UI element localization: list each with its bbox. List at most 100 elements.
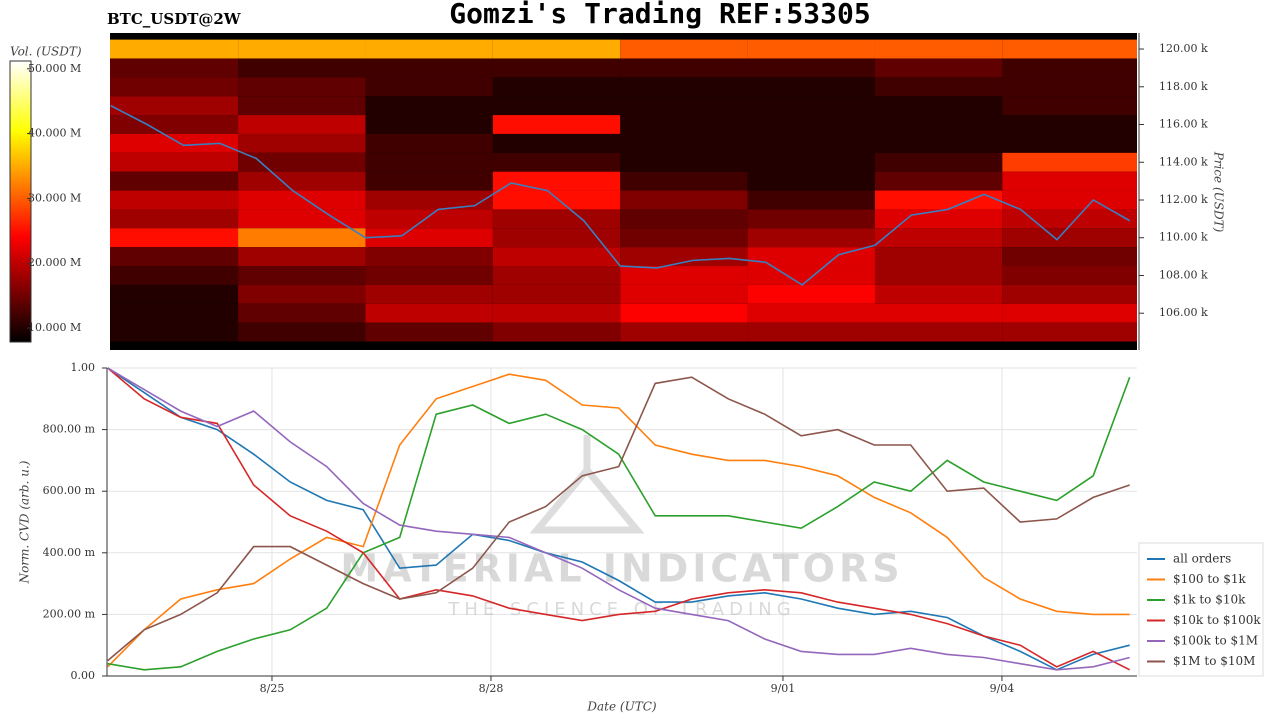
heatmap-cell <box>874 266 1003 285</box>
heatmap-cell <box>1002 209 1137 229</box>
heatmap-cell <box>620 133 748 153</box>
heatmap-cell <box>365 322 493 342</box>
heatmap-cell <box>492 284 621 304</box>
heatmap-cell <box>238 39 366 59</box>
heatmap-cell <box>492 171 621 191</box>
heatmap-cell <box>238 133 366 153</box>
heatmap-cell <box>620 171 748 191</box>
heatmap-cell <box>492 152 621 172</box>
legend-box <box>1138 542 1264 677</box>
heatmap-cell <box>874 77 1003 97</box>
cvd-line <box>107 367 1131 671</box>
heatmap-cell <box>110 133 239 153</box>
cvd-line <box>107 367 1130 671</box>
heatmap-cell <box>1002 190 1137 210</box>
heatmap-cell <box>874 58 1003 78</box>
heatmap-cell <box>874 209 1003 229</box>
legend-label: $100k to $1M <box>1173 634 1258 648</box>
heatmap-cell <box>238 303 366 323</box>
heatmap-cell <box>365 152 493 172</box>
cvd-axis-label: Norm. CVD (arb. u.) <box>18 460 32 584</box>
heatmap-cell <box>747 284 875 304</box>
heatmap-cell <box>238 77 366 97</box>
heatmap-cell <box>238 115 366 134</box>
colorbar-tick-label: 50.000 M <box>28 62 81 75</box>
heatmap-cell <box>620 58 748 78</box>
heatmap-cell <box>1002 322 1137 342</box>
heatmap-cell <box>238 152 366 172</box>
watermark-text: THE SCIENCE OF TRADING <box>447 599 795 620</box>
heatmap-cell <box>365 190 493 210</box>
heatmap-cell <box>492 322 621 342</box>
y-tick-label: 800.00 m <box>43 423 96 436</box>
heatmap-cell <box>238 266 366 285</box>
y-tick-label: 118.00 k <box>1159 80 1208 93</box>
heatmap-cell <box>110 96 239 116</box>
heatmap-cell <box>110 115 239 134</box>
heatmap-cell <box>620 39 748 59</box>
heatmap-cell <box>365 58 493 78</box>
heatmap-cell <box>110 39 239 59</box>
cvd-line <box>107 376 1130 662</box>
legend-label: all orders <box>1173 552 1231 566</box>
heatmap <box>110 39 1137 342</box>
legend-label: $10k to $100k <box>1173 613 1261 627</box>
chart-title: Gomzi's Trading REF:53305 <box>449 0 870 30</box>
heatmap-cell <box>365 209 493 229</box>
date-axis-label: Date (UTC) <box>586 700 656 714</box>
heatmap-cell <box>747 228 875 248</box>
heatmap-cell <box>1002 58 1137 78</box>
colorbar-tick-label: 40.000 M <box>28 127 81 140</box>
heatmap-cell <box>110 247 239 267</box>
heatmap-cell <box>874 303 1003 323</box>
heatmap-cell <box>492 190 621 210</box>
y-tick-label: 114.00 k <box>1159 155 1208 168</box>
heatmap-cell <box>747 190 875 210</box>
heatmap-cell <box>620 284 748 304</box>
heatmap-cell <box>1002 39 1137 59</box>
heatmap-cell <box>492 96 621 116</box>
heatmap-cell <box>874 96 1003 116</box>
heatmap-cell <box>492 209 621 229</box>
heatmap-cell <box>365 303 493 323</box>
x-tick-label: 9/01 <box>771 682 796 695</box>
heatmap-cell <box>238 284 366 304</box>
colorbar <box>9 60 32 343</box>
heatmap-cell <box>1002 152 1137 172</box>
heatmap-cell <box>365 77 493 97</box>
symbol-label: BTC_USDT@2W <box>107 10 242 28</box>
heatmap-cell <box>874 247 1003 267</box>
heatmap-cell <box>620 190 748 210</box>
colorbar-tick-label: 20.000 M <box>28 256 81 269</box>
heatmap-cell <box>874 284 1003 304</box>
heatmap-cell <box>238 190 366 210</box>
heatmap-cell <box>110 171 239 191</box>
y-tick-label: 108.00 k <box>1159 268 1208 281</box>
heatmap-cell <box>110 322 239 342</box>
heatmap-cell <box>874 115 1003 134</box>
heatmap-cell <box>238 228 366 248</box>
y-tick-label: 106.00 k <box>1159 306 1208 319</box>
legend-label: $100 to $1k <box>1173 572 1246 586</box>
heatmap-cell <box>365 115 493 134</box>
y-tick-label: 112.00 k <box>1159 193 1208 206</box>
heatmap-cell <box>238 247 366 267</box>
heatmap-cell <box>747 209 875 229</box>
legend-label: $1k to $10k <box>1173 593 1246 607</box>
heatmap-cell <box>1002 115 1137 134</box>
heatmap-cell <box>874 322 1003 342</box>
heatmap-cell <box>747 133 875 153</box>
heatmap-cell <box>492 303 621 323</box>
heatmap-cell <box>365 39 493 59</box>
heatmap-cell <box>1002 171 1137 191</box>
price-line <box>110 104 1131 286</box>
heatmap-cell <box>365 171 493 191</box>
heatmap-cell <box>874 152 1003 172</box>
heatmap-cell <box>238 209 366 229</box>
heatmap-cell <box>492 39 621 59</box>
heatmap-cell <box>874 171 1003 191</box>
heatmap-cell <box>365 133 493 153</box>
heatmap-cell <box>110 58 239 78</box>
heatmap-cell <box>620 115 748 134</box>
